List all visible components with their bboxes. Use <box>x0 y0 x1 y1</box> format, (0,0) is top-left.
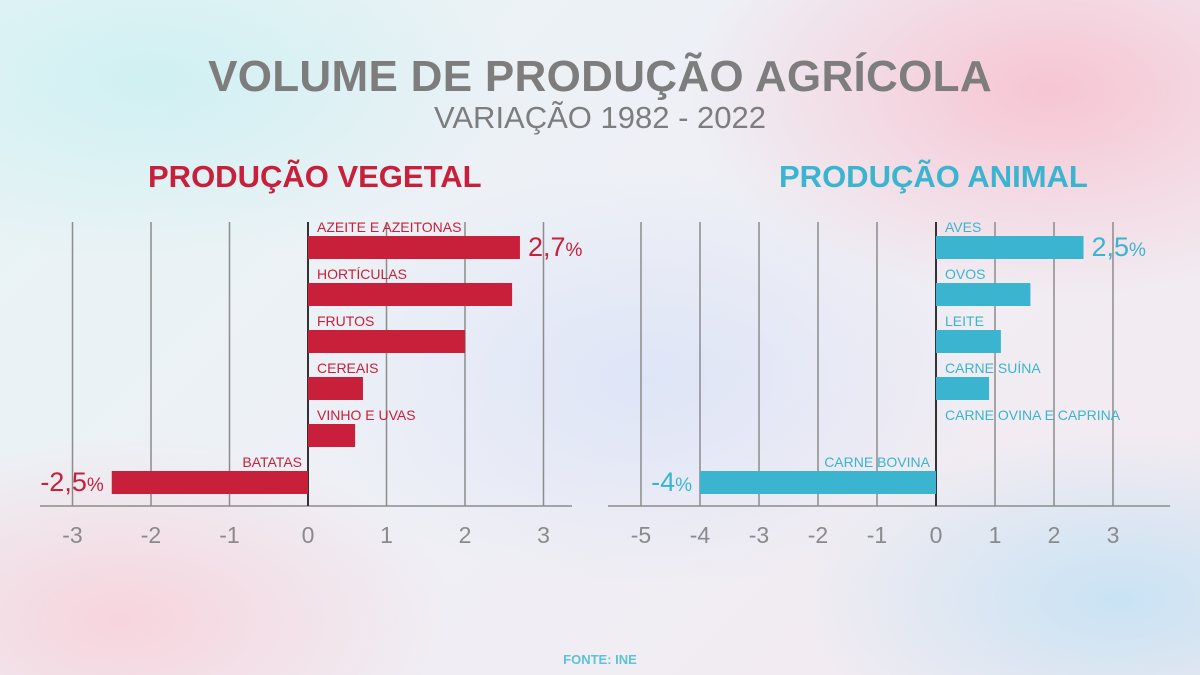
animal-bar <box>936 377 990 400</box>
vegetal-tick-label: -3 <box>62 522 82 548</box>
animal-category-label: CARNE BOVINA <box>824 454 930 470</box>
animal-chart-title: PRODUÇÃO ANIMAL <box>779 159 1088 194</box>
vegetal-tick-label: -1 <box>219 522 239 548</box>
vegetal-tick-label: 2 <box>459 522 472 548</box>
animal-tick-label: -5 <box>631 522 651 548</box>
vegetal-bar <box>308 283 513 306</box>
animal-tick-label: 1 <box>989 522 1002 548</box>
vegetal-value-number: 2,7 <box>528 232 566 262</box>
source-note: FONTE: INE <box>563 652 637 667</box>
vegetal-value-unit: % <box>565 240 582 261</box>
vegetal-bar <box>111 471 308 494</box>
vegetal-tick-label: 3 <box>537 522 550 548</box>
animal-bar <box>936 236 1084 259</box>
vegetal-value-unit: % <box>87 475 104 496</box>
vegetal-tick-label: -2 <box>141 522 161 548</box>
animal-category-label: OVOS <box>945 266 985 282</box>
animal-category-label: CARNE SUÍNA <box>945 360 1041 376</box>
vegetal-bar <box>308 330 465 353</box>
vegetal-tick-label: 0 <box>302 522 315 548</box>
vegetal-bar <box>308 377 363 400</box>
animal-tick-label: 3 <box>1107 522 1120 548</box>
animal-value-number: -4 <box>651 467 675 497</box>
animal-bar <box>700 471 936 494</box>
vegetal-bar <box>308 236 520 259</box>
vegetal-value-number: -2,5 <box>40 467 87 497</box>
animal-value-unit: % <box>1129 240 1146 261</box>
animal-category-label: CARNE OVINA E CAPRINA <box>945 407 1121 423</box>
animal-tick-label: -4 <box>690 522 711 548</box>
animal-value-label: -4% <box>651 467 692 497</box>
animal-tick-label: -2 <box>808 522 828 548</box>
vegetal-tick-label: 1 <box>380 522 393 548</box>
page-title: VOLUME DE PRODUÇÃO AGRÍCOLA <box>208 52 992 101</box>
animal-value-label: 2,5% <box>1092 232 1147 262</box>
vegetal-category-label: BATATAS <box>242 454 302 470</box>
vegetal-category-label: HORTÍCULAS <box>317 266 407 282</box>
animal-category-label: LEITE <box>945 313 984 329</box>
animal-tick-label: 0 <box>930 522 943 548</box>
vegetal-bar <box>308 424 356 447</box>
animal-tick-label: -3 <box>749 522 769 548</box>
vegetal-category-label: FRUTOS <box>317 313 374 329</box>
animal-value-number: 2,5 <box>1092 232 1130 262</box>
vegetal-value-label: -2,5% <box>40 467 104 497</box>
animal-category-label: AVES <box>945 219 981 235</box>
vegetal-category-label: CEREAIS <box>317 360 378 376</box>
vegetal-category-label: AZEITE E AZEITONAS <box>317 219 461 235</box>
page-subtitle: VARIAÇÃO 1982 - 2022 <box>434 100 766 135</box>
animal-tick-label: -1 <box>867 522 887 548</box>
vegetal-chart-title: PRODUÇÃO VEGETAL <box>148 159 482 194</box>
vegetal-category-label: VINHO E UVAS <box>317 407 416 423</box>
animal-value-unit: % <box>675 475 692 496</box>
animal-tick-label: 2 <box>1048 522 1061 548</box>
animal-bar <box>936 330 1001 353</box>
animal-bar <box>936 283 1031 306</box>
vegetal-value-label: 2,7% <box>528 232 583 262</box>
